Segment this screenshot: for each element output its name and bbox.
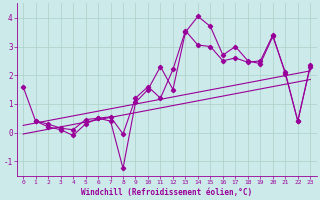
X-axis label: Windchill (Refroidissement éolien,°C): Windchill (Refroidissement éolien,°C) [81, 188, 252, 197]
